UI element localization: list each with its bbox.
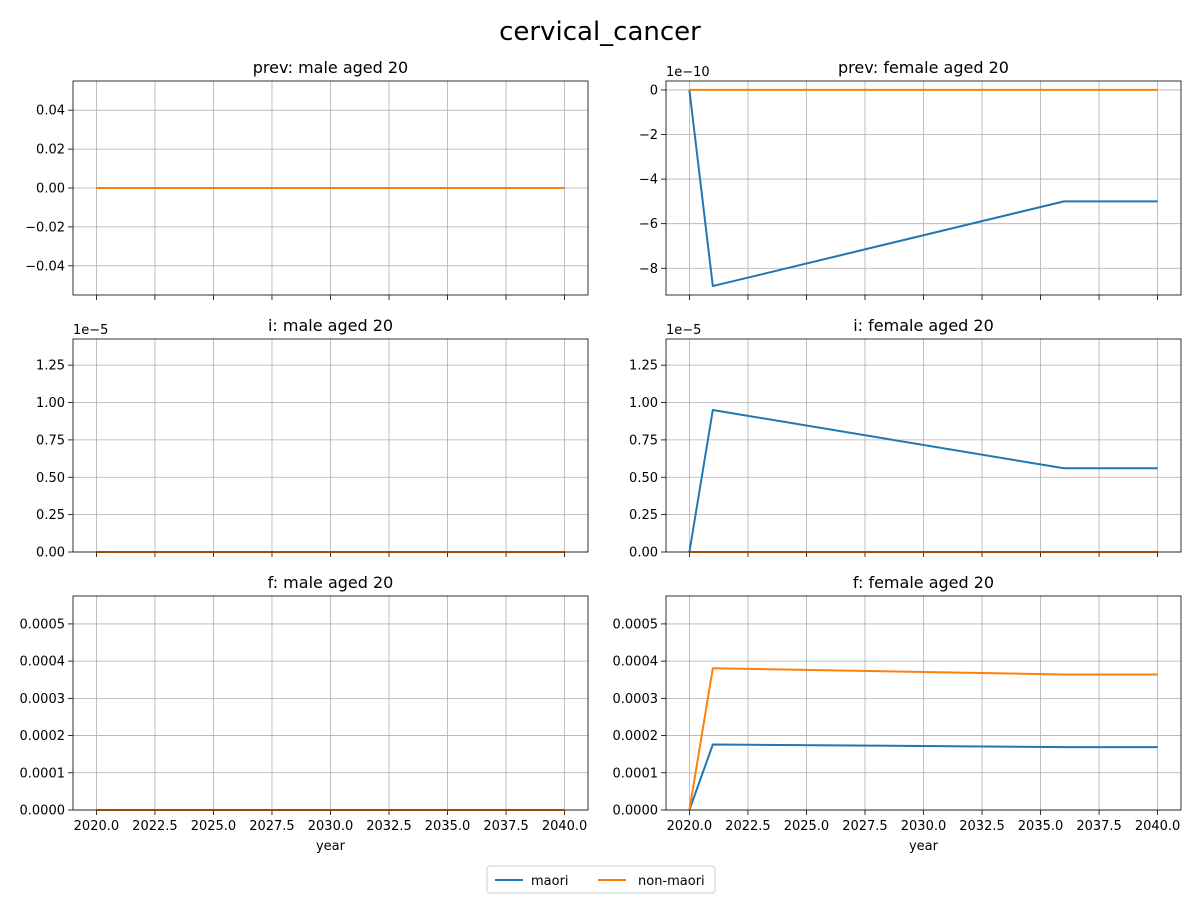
panel-title: f: female aged 20: [853, 573, 994, 592]
y-tick-label: 0.0003: [20, 692, 66, 707]
y-tick-label: 0.0003: [613, 692, 659, 707]
x-tick-label: 2027.5: [249, 819, 295, 834]
panel-title: prev: female aged 20: [838, 58, 1009, 77]
x-tick-label: 2032.5: [959, 819, 1005, 834]
axes-frame: [72, 338, 589, 553]
legend: maori non-maori: [486, 865, 716, 894]
x-tick-label: 2025.0: [784, 819, 830, 834]
y-tick-label: −4: [639, 173, 658, 188]
y-tick-label: 0.75: [36, 433, 65, 448]
x-tick-label: 2035.0: [1018, 819, 1064, 834]
y-tick-label: 0.0005: [20, 617, 66, 632]
y-tick-label: 0.0001: [613, 766, 659, 781]
y-tick-label: 0.50: [36, 471, 65, 486]
y-tick-label: −6: [639, 217, 658, 232]
figure-title: cervical_cancer: [499, 17, 701, 47]
y-tick-label: −2: [639, 128, 658, 143]
y-tick-label: 0.0000: [613, 804, 659, 819]
series-line-maori: [688, 89, 1158, 288]
y-tick-label: 0.0004: [613, 655, 659, 670]
y-tick-label: 0: [650, 83, 658, 98]
y-tick-label: 0.04: [36, 104, 65, 119]
y-tick-label: 0.25: [36, 508, 65, 523]
x-tick-label: 2037.5: [1076, 819, 1122, 834]
y-tick-label: 1.25: [629, 359, 658, 374]
y-tick-label: 0.75: [629, 433, 658, 448]
panel-4: f: male aged 20 2020.0 2022.5 2025.0 2027.5 2…: [20, 573, 589, 854]
x-axis-label: year: [316, 839, 346, 854]
x-axis-label: year: [909, 839, 939, 854]
axes-frame: [665, 595, 1182, 811]
y-tick-label: 1.25: [36, 359, 65, 374]
x-tick-label: 2030.0: [901, 819, 947, 834]
y-tick-label: −8: [639, 262, 658, 277]
panel-5: f: female aged 20 2020.0 2022.5 2025.0 2027.…: [613, 573, 1182, 854]
y-tick-label: 0.25: [629, 508, 658, 523]
y-tick-label: 0.0002: [20, 729, 66, 744]
panel-title: i: male aged 20: [268, 316, 393, 335]
y-tick-label: 0.0002: [613, 729, 659, 744]
panel-title: prev: male aged 20: [253, 58, 408, 77]
panel-title: i: female aged 20: [853, 316, 994, 335]
panel-3: i: female aged 20 0.00 0.25 0.50 0.75 1.00 1.2…: [629, 316, 1182, 561]
panel-0: prev: male aged 20 −0.04 −0.02 0.00 0.02 0.04: [25, 58, 589, 300]
y-offset-label: 1e−10: [666, 65, 710, 80]
x-tick-label: 2037.5: [483, 819, 529, 834]
y-tick-label: 0.0001: [20, 766, 66, 781]
y-tick-label: −0.02: [25, 220, 65, 235]
y-tick-label: 0.00: [629, 546, 658, 561]
axes-frame: [72, 595, 589, 811]
legend-label-maori: maori: [531, 874, 569, 889]
series-line-maori: [688, 743, 1158, 811]
y-offset-label: 1e−5: [73, 323, 108, 338]
y-tick-label: 0.0005: [613, 617, 659, 632]
y-tick-label: 1.00: [629, 396, 658, 411]
legend-label-non-maori: non-maori: [638, 874, 705, 889]
x-tick-label: 2022.5: [725, 819, 771, 834]
x-tick-label: 2040.0: [1135, 819, 1181, 834]
x-tick-label: 2032.5: [366, 819, 412, 834]
panel-title: f: male aged 20: [268, 573, 394, 592]
axes-frame: [665, 80, 1182, 296]
series-line-non-maori: [688, 667, 1158, 811]
x-tick-label: 2027.5: [842, 819, 888, 834]
x-tick-label: 2020.0: [74, 819, 120, 834]
x-tick-label: 2040.0: [542, 819, 588, 834]
y-tick-label: 0.0004: [20, 655, 66, 670]
x-tick-label: 2022.5: [132, 819, 178, 834]
x-tick-label: 2030.0: [308, 819, 354, 834]
panel-2: i: male aged 20 0.00 0.25 0.50 0.75 1.00 1.25 1…: [36, 316, 589, 561]
axes-frame: [665, 338, 1182, 553]
y-tick-label: 0.00: [36, 182, 65, 197]
x-tick-label: 2020.0: [667, 819, 713, 834]
y-tick-label: 0.50: [629, 471, 658, 486]
y-tick-label: 0.02: [36, 143, 65, 158]
y-offset-label: 1e−5: [666, 323, 701, 338]
y-tick-label: 1.00: [36, 396, 65, 411]
panels: prev: male aged 20 −0.04 −0.02 0.00 0.02 0.04…: [20, 58, 1182, 854]
series-line-maori: [688, 409, 1158, 553]
axes-frame: [72, 80, 589, 296]
y-tick-label: 0.0000: [20, 804, 66, 819]
y-tick-label: −0.04: [25, 259, 65, 274]
x-tick-label: 2025.0: [191, 819, 237, 834]
y-tick-label: 0.00: [36, 546, 65, 561]
x-tick-label: 2035.0: [425, 819, 471, 834]
panel-1: prev: female aged 20 −8 −6 −4 −2 0 1e−10: [639, 58, 1182, 300]
